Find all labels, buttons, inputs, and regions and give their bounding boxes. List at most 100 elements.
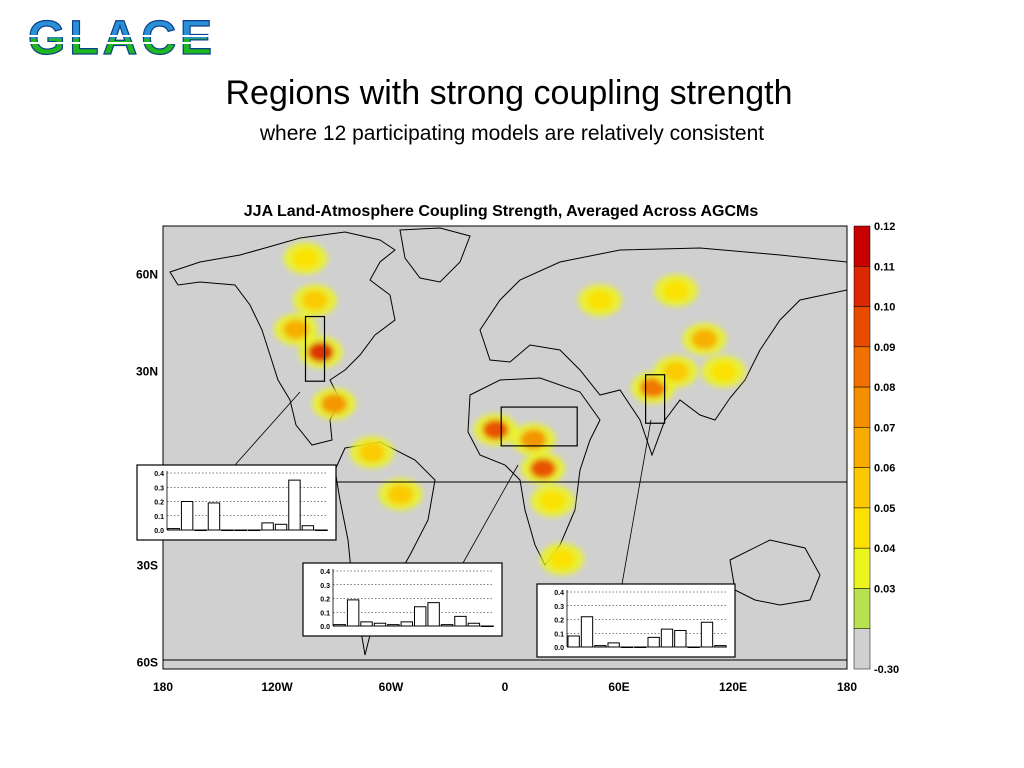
hotspot-core bbox=[710, 361, 737, 382]
leader-line bbox=[234, 391, 301, 466]
leader-line bbox=[621, 419, 652, 585]
continent-eurasia bbox=[479, 247, 847, 457]
colorbar-label: 0.12 bbox=[874, 221, 895, 233]
hotspot-core bbox=[321, 393, 347, 414]
hotspot-core bbox=[307, 342, 334, 363]
x-tick-label: 120E bbox=[719, 680, 747, 694]
inset-bar bbox=[700, 621, 714, 648]
y-tick-label: 60N bbox=[136, 268, 158, 282]
inset-y-tick-label: 0.0 bbox=[154, 528, 164, 535]
hotspot-core bbox=[539, 490, 566, 511]
study-box-2 bbox=[644, 374, 666, 424]
inset-bar bbox=[674, 630, 687, 648]
colorbar-swatch bbox=[853, 547, 871, 589]
inset-bar bbox=[580, 616, 594, 648]
inset-y-tick-label: 0.4 bbox=[554, 590, 564, 597]
x-tick-label: 0 bbox=[502, 680, 509, 694]
inset-bar bbox=[234, 529, 247, 531]
colorbar-swatch bbox=[853, 588, 871, 629]
y-tick-label: 60S bbox=[137, 656, 158, 670]
hotspot-core bbox=[530, 458, 556, 479]
inset-y-tick-label: 0.0 bbox=[320, 624, 330, 631]
colorbar-label: 0.09 bbox=[874, 342, 895, 354]
inset-bar bbox=[333, 624, 346, 627]
land-outlines bbox=[163, 227, 847, 661]
inset-bar bbox=[373, 622, 387, 627]
inset-y-tick-label: 0.3 bbox=[154, 485, 164, 492]
inset-bar bbox=[274, 523, 288, 531]
inset-y-tick-label: 0.1 bbox=[554, 631, 564, 638]
hotspot-core bbox=[482, 419, 509, 440]
study-box-0 bbox=[304, 315, 326, 382]
inset-bar bbox=[360, 621, 373, 627]
colorbar-swatch bbox=[853, 386, 871, 428]
inset-bar bbox=[594, 645, 607, 648]
colorbar-label: 0.10 bbox=[874, 302, 895, 314]
colorbar-label: 0.04 bbox=[874, 543, 896, 555]
inset-y-tick-label: 0.4 bbox=[320, 569, 330, 576]
y-tick-label: 30N bbox=[136, 365, 158, 379]
inset-bar bbox=[261, 522, 274, 531]
colorbar: 0.12 0.11 0.10 0.09 0.08 0.07 0.06 0.05 0.04 0.03… bbox=[853, 221, 899, 676]
inset-y-tick-label: 0.0 bbox=[554, 645, 564, 652]
continent-australia bbox=[729, 539, 821, 606]
inset-y-tick-label: 0.2 bbox=[154, 500, 164, 507]
slide-title: Regions with strong coupling strength bbox=[225, 74, 793, 112]
slide-title-box: Regions with strong coupling strength bbox=[0, 74, 1024, 113]
inset-bar bbox=[660, 628, 674, 648]
inset-bar bbox=[427, 602, 440, 627]
colorbar-label: 0.08 bbox=[874, 382, 895, 394]
hotspot-core bbox=[283, 319, 309, 340]
colorbar-swatch bbox=[853, 225, 871, 267]
map-panel bbox=[162, 225, 848, 670]
x-tick-label: 120W bbox=[261, 680, 293, 694]
slide-subtitle: where 12 participating models are relati… bbox=[259, 122, 765, 145]
x-axis-ticks: 180 120W 60W 0 60E 120E 180 bbox=[153, 680, 857, 694]
colorbar-swatch bbox=[853, 628, 871, 670]
inset-leader-lines bbox=[234, 391, 652, 585]
colorbar-label: 0.11 bbox=[874, 261, 895, 273]
inset-bar bbox=[346, 599, 360, 627]
x-tick-label: 180 bbox=[153, 680, 173, 694]
inset-bar bbox=[440, 624, 454, 627]
hotspot-core bbox=[549, 549, 575, 570]
colorbar-label: 0.06 bbox=[874, 463, 895, 475]
inset-bar bbox=[207, 502, 221, 531]
hotspot-core bbox=[520, 429, 547, 450]
colorbar-swatch bbox=[853, 467, 871, 509]
study-region-boxes bbox=[304, 315, 666, 447]
slide-subtitle-box: where 12 participating models are relati… bbox=[0, 122, 1024, 146]
inset-bar bbox=[301, 525, 315, 531]
inset-y-tick-label: 0.1 bbox=[320, 610, 330, 617]
map-frame bbox=[162, 225, 848, 670]
continent-greenland bbox=[399, 227, 471, 283]
inset-bar bbox=[387, 624, 400, 627]
inset-bar bbox=[647, 636, 660, 648]
study-box-1 bbox=[500, 406, 578, 447]
hotspot-core bbox=[292, 248, 319, 269]
inset-bar bbox=[620, 646, 634, 648]
hotspot-core bbox=[387, 484, 414, 505]
hotspot-core bbox=[691, 329, 718, 350]
inset-bar bbox=[687, 646, 700, 648]
inset-bar-charts: 0.40.30.20.10.00.40.30.20.10.00.40.30.20… bbox=[136, 464, 736, 658]
colorbar-label: 0.03 bbox=[874, 583, 895, 595]
hotspot-core bbox=[663, 280, 689, 301]
inset-y-tick-label: 0.2 bbox=[320, 597, 330, 604]
inset-bar bbox=[714, 645, 727, 648]
inset-y-tick-label: 0.2 bbox=[554, 618, 564, 625]
x-tick-label: 60E bbox=[608, 680, 629, 694]
inset-bar bbox=[467, 622, 481, 627]
glace-logo: GLACE bbox=[27, 11, 216, 66]
coupling-hotspots bbox=[274, 242, 746, 576]
hotspot-core bbox=[359, 442, 385, 463]
y-axis-ticks: 60N 30N 30S 60S bbox=[136, 268, 158, 670]
colorbar-swatch bbox=[853, 507, 871, 549]
inset-bar bbox=[221, 529, 234, 531]
inset-bar bbox=[248, 529, 261, 531]
inset-bar bbox=[454, 615, 467, 627]
colorbar-swatch bbox=[853, 346, 871, 388]
inset-bar bbox=[634, 646, 647, 648]
logo-text: GLACE bbox=[28, 12, 216, 65]
